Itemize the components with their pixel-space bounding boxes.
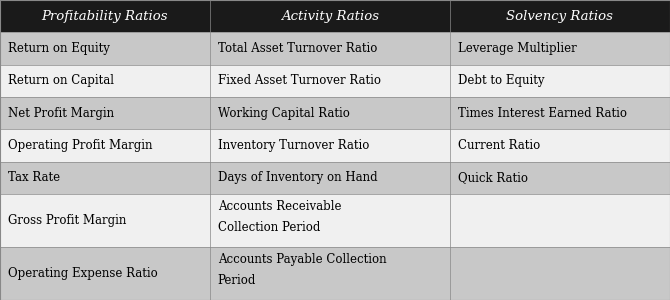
Bar — [0, 161, 210, 194]
Bar — [450, 97, 670, 129]
Bar — [0, 194, 210, 247]
Bar — [210, 97, 450, 129]
Bar — [0, 0, 210, 32]
Text: Operating Profit Margin: Operating Profit Margin — [8, 139, 153, 152]
Text: Gross Profit Margin: Gross Profit Margin — [8, 214, 127, 227]
Bar — [210, 247, 450, 300]
Text: Times Interest Earned Ratio: Times Interest Earned Ratio — [458, 106, 626, 120]
Text: Profitability Ratios: Profitability Ratios — [42, 10, 168, 23]
Text: Solvency Ratios: Solvency Ratios — [507, 10, 613, 23]
Bar — [450, 0, 670, 32]
Bar — [0, 97, 210, 129]
Text: Return on Capital: Return on Capital — [8, 74, 114, 87]
Text: Tax Rate: Tax Rate — [8, 171, 60, 184]
Text: Inventory Turnover Ratio: Inventory Turnover Ratio — [218, 139, 369, 152]
Text: Net Profit Margin: Net Profit Margin — [8, 106, 114, 120]
Bar — [450, 64, 670, 97]
Text: Operating Expense Ratio: Operating Expense Ratio — [8, 267, 158, 280]
Text: Accounts Receivable
Collection Period: Accounts Receivable Collection Period — [218, 200, 341, 234]
Text: Return on Equity: Return on Equity — [8, 42, 110, 55]
Text: Current Ratio: Current Ratio — [458, 139, 540, 152]
Bar — [210, 194, 450, 247]
Text: Leverage Multiplier: Leverage Multiplier — [458, 42, 576, 55]
Bar — [210, 0, 450, 32]
Bar — [0, 247, 210, 300]
Bar — [450, 161, 670, 194]
Bar — [210, 32, 450, 64]
Bar — [450, 194, 670, 247]
Bar — [450, 129, 670, 161]
Text: Fixed Asset Turnover Ratio: Fixed Asset Turnover Ratio — [218, 74, 381, 87]
Bar — [450, 247, 670, 300]
Bar — [0, 32, 210, 64]
Text: Accounts Payable Collection
Period: Accounts Payable Collection Period — [218, 253, 387, 287]
Bar — [210, 129, 450, 161]
Text: Working Capital Ratio: Working Capital Ratio — [218, 106, 350, 120]
Bar — [450, 32, 670, 64]
Bar — [210, 64, 450, 97]
Text: Activity Ratios: Activity Ratios — [281, 10, 379, 23]
Text: Days of Inventory on Hand: Days of Inventory on Hand — [218, 171, 377, 184]
Text: Quick Ratio: Quick Ratio — [458, 171, 527, 184]
Bar — [0, 129, 210, 161]
Bar — [210, 161, 450, 194]
Text: Debt to Equity: Debt to Equity — [458, 74, 544, 87]
Text: Total Asset Turnover Ratio: Total Asset Turnover Ratio — [218, 42, 377, 55]
Bar — [0, 64, 210, 97]
